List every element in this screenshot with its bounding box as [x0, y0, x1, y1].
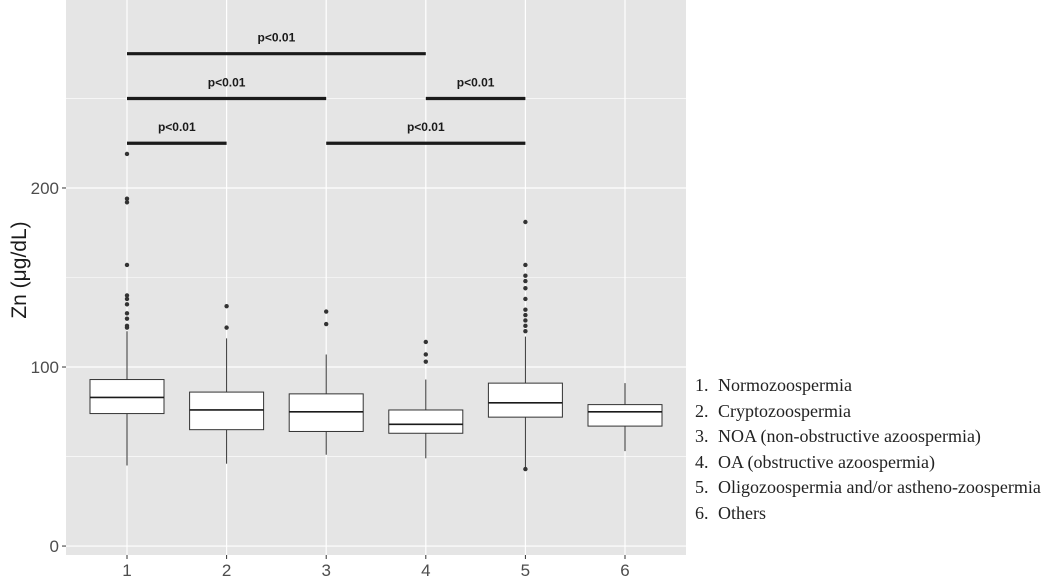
box-outlier: [224, 303, 229, 309]
legend-item: 6. Others: [695, 501, 1047, 527]
box-outlier: [523, 307, 528, 312]
box-outlier: [523, 219, 528, 225]
box-group-1: [89, 151, 165, 466]
x-tick-label: 5: [521, 561, 530, 578]
legend-item-text: NOA (non-obstructive azoospermia): [718, 426, 981, 446]
box-outlier: [124, 323, 130, 329]
box-outlier: [523, 318, 528, 323]
box-iqr: [89, 379, 165, 415]
box-outlier: [224, 325, 229, 330]
box-outlier: [124, 262, 130, 268]
legend-item-number: 3.: [695, 426, 709, 446]
legend-item: 3. NOA (non-obstructive azoospermia): [695, 424, 1047, 450]
boxes: [89, 151, 663, 472]
significance-brackets: p<0.01 p<0.01 p<0.01 p<0.01 p<0.01: [127, 31, 526, 145]
y-tick-label: 0: [50, 537, 59, 556]
legend-item-number: 5.: [695, 477, 709, 497]
box-iqr: [388, 409, 464, 434]
box-outlier: [124, 316, 130, 321]
legend-item: 4. OA (obstructive azoospermia): [695, 450, 1047, 476]
box-outlier: [523, 273, 528, 278]
legend-item-text: Others: [718, 502, 766, 523]
legend-item: 2. Cryptozoospermia: [695, 399, 1047, 425]
box-outlier: [523, 286, 528, 291]
box-outlier: [523, 466, 528, 472]
box-outlier: [124, 196, 130, 201]
significance-label: p<0.01: [208, 75, 246, 89]
box-outlier: [324, 321, 329, 327]
box-iqr: [288, 393, 364, 432]
box-outlier: [523, 323, 528, 329]
significance-label: p<0.01: [158, 120, 196, 134]
group-legend: 1. Normozoospermia 2. Cryptozoospermia 3. NOA…: [695, 373, 1047, 526]
y-tick-label: 200: [31, 179, 59, 198]
legend-item-number: 1.: [695, 375, 709, 395]
box-outlier: [124, 296, 130, 302]
significance-label: p<0.01: [258, 31, 296, 45]
box-outlier: [124, 293, 130, 298]
y-axis-label: Zn (μg/dL): [8, 221, 31, 318]
box-group-2: [189, 303, 265, 464]
y-tick-label: 100: [31, 358, 59, 377]
x-tick-label: 6: [620, 561, 629, 578]
box-outlier: [324, 309, 329, 314]
box-iqr: [587, 404, 663, 427]
box-outlier: [124, 200, 130, 205]
box-outlier: [523, 278, 528, 284]
legend-item-number: 2.: [695, 400, 709, 421]
axes: 0 100 200 1 2 3 4 5 6: [31, 179, 630, 578]
significance-label: p<0.01: [407, 120, 445, 134]
box-outlier: [423, 339, 428, 345]
x-tick-label: 1: [122, 561, 131, 578]
legend-item: 5. Oligozoospermia and/or astheno-zoosper…: [695, 475, 1047, 501]
legend-item-text: Cryptozoospermia: [718, 400, 851, 421]
box-outlier: [523, 312, 528, 318]
box-group-6: [587, 383, 663, 452]
legend-item-text: OA (obstructive azoospermia): [718, 451, 935, 472]
significance-label: p<0.01: [457, 75, 495, 89]
box-outlier: [423, 359, 428, 364]
x-tick-label: 4: [421, 561, 430, 578]
legend-item: 1. Normozoospermia: [695, 373, 1047, 399]
box-iqr: [189, 391, 265, 431]
legend-item-number: 4.: [695, 451, 709, 472]
box-group-4: [388, 339, 464, 459]
box-iqr: [487, 382, 563, 418]
legend-item-number: 6.: [695, 502, 709, 523]
box-outlier: [124, 311, 130, 316]
box-outlier: [124, 151, 130, 157]
box-outlier: [124, 302, 130, 307]
x-tick-label: 3: [321, 561, 330, 578]
box-outlier: [423, 352, 428, 357]
box-outlier: [523, 296, 528, 302]
box-outlier: [523, 262, 528, 268]
box-group-5: [487, 219, 563, 472]
legend-item-text: Oligozoospermia and/or astheno-zoospermi…: [718, 477, 1041, 497]
x-tick-label: 2: [222, 561, 231, 578]
box-outlier: [523, 329, 528, 334]
box-group-3: [288, 309, 364, 455]
legend-item-text: Normozoospermia: [718, 375, 852, 395]
